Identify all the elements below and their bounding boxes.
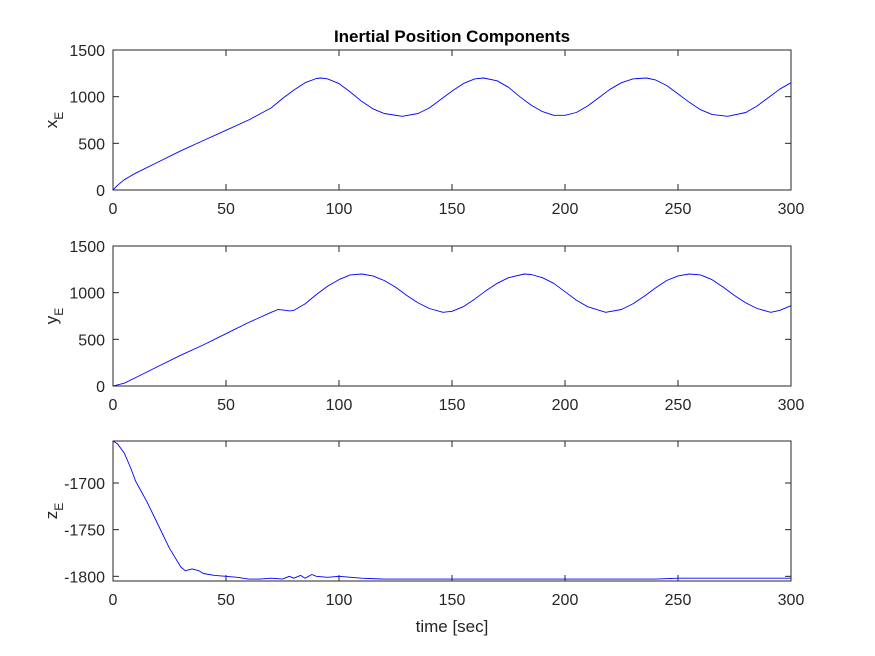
series-line	[112, 440, 791, 580]
y-axis-label: zE	[42, 503, 66, 520]
y-axis-label-main: y	[42, 315, 61, 324]
y-tick-label: 1000	[69, 90, 105, 107]
x-tick-label: 50	[217, 201, 235, 218]
y-tick-label: 500	[78, 136, 105, 153]
x-tick-label: 150	[439, 397, 466, 414]
x-tick-label: 0	[109, 201, 118, 218]
y-tick-label: 1000	[69, 286, 105, 303]
y-axis-label-subscript: E	[52, 112, 66, 120]
subplot-2: 0 50 100 150 200 250 300 0 500 1000 1500 yE	[42, 239, 804, 414]
x-tick-label: 0	[109, 397, 118, 414]
plot-area	[112, 245, 792, 387]
y-tick-label: -1750	[64, 523, 105, 540]
y-tick-label: -1800	[64, 569, 105, 586]
series-line	[112, 77, 792, 191]
x-tick-label: 300	[778, 397, 805, 414]
x-tick-label: 300	[778, 201, 805, 218]
y-axis-label-subscript: E	[52, 308, 66, 316]
y-axis-label: xE	[42, 112, 66, 129]
x-tick-label: 100	[326, 397, 353, 414]
x-tick-label: 100	[326, 201, 353, 218]
x-tick-label: 100	[326, 592, 353, 609]
x-tick-label: 150	[439, 201, 466, 218]
x-tick-label: 300	[778, 592, 805, 609]
plot-area	[112, 440, 792, 582]
series-line	[112, 273, 792, 387]
y-tick-label: 500	[78, 332, 105, 349]
y-axis-label-subscript: E	[52, 503, 66, 511]
x-tick-label: 200	[552, 201, 579, 218]
y-tick-label: -1700	[64, 476, 105, 493]
plot-area	[112, 49, 792, 191]
y-tick-label: 0	[96, 379, 105, 396]
y-axis-label-main: z	[42, 511, 61, 520]
figure-title: Inertial Position Components	[334, 27, 570, 46]
x-tick-label: 200	[552, 397, 579, 414]
x-tick-label: 50	[217, 592, 235, 609]
x-tick-label: 50	[217, 397, 235, 414]
x-tick-label: 200	[552, 592, 579, 609]
y-tick-label: 0	[96, 183, 105, 200]
x-tick-label: 0	[109, 592, 118, 609]
subplot-1: 0 50 100 150 200 250 300 0 500 1000 1500 xE	[42, 43, 804, 218]
y-axis-label-main: x	[42, 119, 61, 128]
y-tick-label: 1500	[69, 43, 105, 60]
y-tick-label: 1500	[69, 239, 105, 256]
x-axis-label: time [sec]	[416, 617, 489, 636]
subplot-3: 0 50 100 150 200 250 300 -1700 -1750 -1800 zE	[42, 440, 805, 609]
x-tick-label: 250	[665, 592, 692, 609]
x-tick-label: 150	[439, 592, 466, 609]
y-axis-label: yE	[42, 308, 66, 325]
x-tick-label: 250	[665, 397, 692, 414]
x-tick-label: 250	[665, 201, 692, 218]
